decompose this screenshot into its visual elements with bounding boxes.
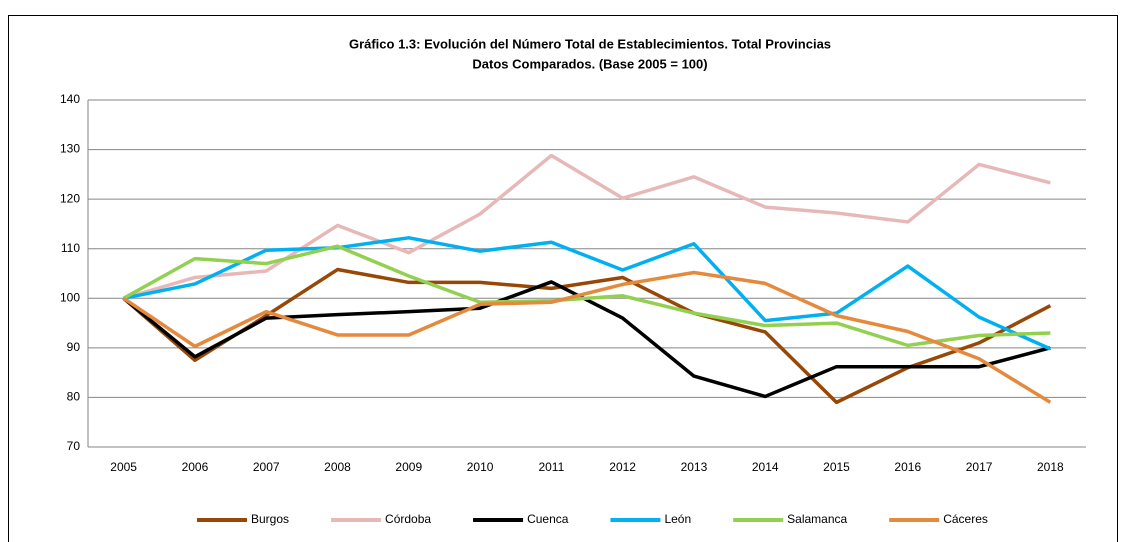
y-tick-label: 120 — [60, 191, 80, 205]
series-line — [123, 153, 1051, 300]
x-tick-label: 2005 — [110, 460, 137, 474]
legend-label: Burgos — [251, 512, 289, 526]
y-tick-label: 100 — [60, 290, 80, 304]
x-tick-label: 2009 — [395, 460, 422, 474]
chart-subtitle: Datos Comparados. (Base 2005 = 100) — [472, 56, 707, 71]
y-tick-label: 110 — [61, 241, 80, 255]
y-tick-label: 90 — [67, 340, 81, 354]
x-tick-label: 2007 — [253, 460, 280, 474]
legend-label: Cuenca — [527, 512, 569, 526]
chart-title: Gráfico 1.3: Evolución del Número Total … — [349, 36, 831, 51]
series-line — [122, 244, 1051, 348]
series-line — [122, 270, 1052, 404]
x-tick-label: 2015 — [823, 460, 850, 474]
x-tick-label: 2006 — [182, 460, 209, 474]
y-tick-label: 80 — [67, 390, 81, 404]
legend-label: Cáceres — [943, 512, 988, 526]
legend-label: León — [664, 512, 691, 526]
x-tick-label: 2010 — [467, 460, 494, 474]
x-tick-label: 2017 — [966, 460, 993, 474]
legend-label: Córdoba — [385, 512, 431, 526]
x-tick-label: 2013 — [681, 460, 708, 474]
x-tick-label: 2008 — [324, 460, 351, 474]
series-line — [123, 236, 1052, 351]
legend-label: Salamanca — [787, 512, 847, 526]
x-tick-label: 2012 — [609, 460, 636, 474]
x-tick-label: 2018 — [1037, 460, 1064, 474]
y-tick-label: 70 — [67, 439, 81, 453]
y-tick-label: 130 — [60, 142, 80, 156]
x-tick-label: 2011 — [538, 460, 564, 474]
y-tick-label: 140 — [60, 92, 80, 106]
x-tick-label: 2016 — [894, 460, 921, 474]
x-tick-label: 2014 — [752, 460, 779, 474]
series-line — [122, 267, 1052, 405]
